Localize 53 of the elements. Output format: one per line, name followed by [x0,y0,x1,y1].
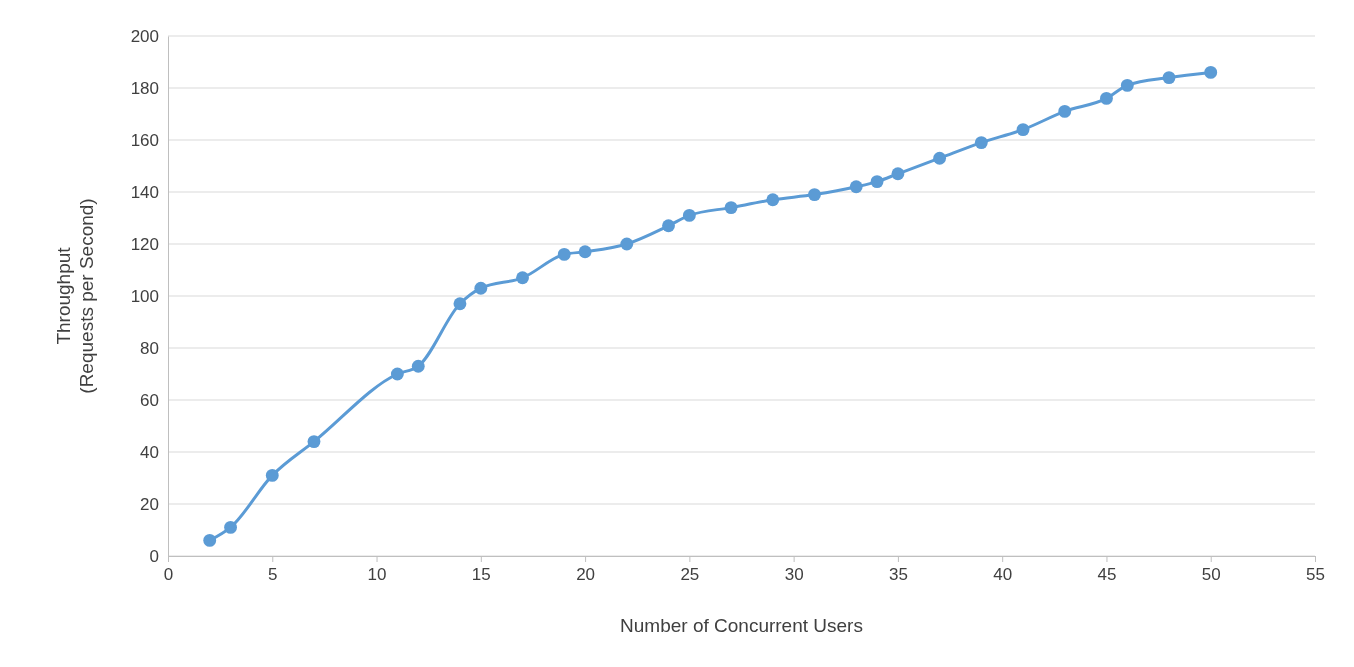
point [1120,78,1134,92]
point [411,359,425,373]
point [265,468,279,482]
point [453,297,467,311]
point [891,167,905,181]
x-tick-label: 5 [268,565,278,585]
point [682,208,696,222]
point [1016,123,1030,137]
point [307,435,321,449]
x-tick-label: 25 [680,565,700,585]
y-tick-label: 160 [130,130,159,150]
point [766,193,780,207]
point [224,520,237,534]
x-tick-label: 10 [367,565,387,585]
y-tick-label: 120 [130,234,159,254]
y-tick-label: 100 [130,286,159,306]
point [474,281,488,295]
x-tick-label: 15 [471,565,491,585]
point [1162,71,1176,85]
y-tick-label: 0 [149,546,159,566]
point [557,247,571,261]
y-tick-label: 180 [130,78,159,98]
x-tick-label: 20 [576,565,596,585]
point [390,367,404,381]
x-tick-label: 30 [784,565,804,585]
x-tick-label: 45 [1097,565,1117,585]
y-axis-title: Throughput (Requests per Second) [53,198,97,394]
point [1058,104,1072,118]
point [578,245,592,259]
x-tick-label: 55 [1306,565,1325,585]
point [1204,65,1218,79]
point [724,201,738,215]
point [203,533,217,547]
x-axis-title: Number of Concurrent Users [620,615,863,636]
y-tick-label: 200 [130,26,159,46]
point [662,219,675,233]
point [974,136,988,150]
y-tick-label: 20 [140,494,159,514]
x-tick-label: 40 [993,565,1013,585]
x-tick-label: 35 [888,565,908,585]
point [870,175,884,189]
point [849,180,863,194]
point [620,237,634,251]
y-tick-label: 60 [140,390,159,410]
y-tick-label: 140 [130,182,159,202]
point [516,271,529,285]
y-tick-label: 80 [140,338,159,358]
x-tick-label: 0 [163,565,174,585]
y-tick-label: 40 [140,442,159,462]
point [808,188,821,202]
point [933,151,947,165]
point [1100,91,1113,105]
x-tick-label: 50 [1201,565,1221,585]
